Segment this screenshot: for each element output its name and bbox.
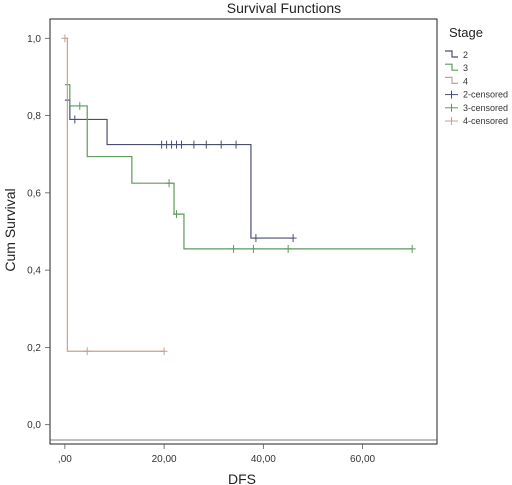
x-tick-label: 20,00	[152, 454, 177, 465]
legend-label-stage-4: 4	[463, 76, 468, 86]
legend-title: Stage	[449, 25, 483, 40]
legend-label-stage-3: 3	[463, 63, 468, 73]
plot-frame	[49, 18, 438, 445]
x-tick-label: ,00	[58, 454, 72, 465]
legend-censored-label-stage-3: 3-censored	[463, 103, 508, 113]
legend-swatch-stage-2	[445, 50, 458, 58]
legend-swatch-stage-4	[445, 76, 458, 84]
y-tick-label: 0,4	[27, 266, 41, 277]
y-tick-label: 1,0	[27, 34, 41, 45]
y-tick-label: 0,2	[27, 343, 41, 354]
y-tick-label: 0,6	[27, 188, 41, 199]
legend-swatch-stage-3	[445, 63, 458, 71]
legend-censored-label-stage-4: 4-censored	[463, 116, 508, 126]
chart-title: Survival Functions	[227, 0, 341, 16]
y-tick-label: 0,0	[27, 420, 41, 431]
y-axis-title: Cum Survival	[2, 188, 18, 271]
legend: 2 3 4 2-censored 3-censored 4-censored	[445, 50, 508, 126]
y-tick-label: 0,8	[27, 111, 41, 122]
x-axis-title: DFS	[228, 471, 256, 485]
legend-label-stage-2: 2	[463, 50, 468, 60]
series-layer	[61, 34, 416, 356]
x-tick-label: 60,00	[350, 454, 375, 465]
x-axis: ,00 20,00 40,00 60,00	[58, 444, 376, 465]
legend-censored-label-stage-2: 2-censored	[463, 90, 508, 100]
x-tick-label: 40,00	[251, 454, 276, 465]
survival-line-stage-3	[64, 84, 413, 250]
y-axis: 0,0 0,2 0,4 0,6 0,8 1,0	[27, 34, 50, 431]
